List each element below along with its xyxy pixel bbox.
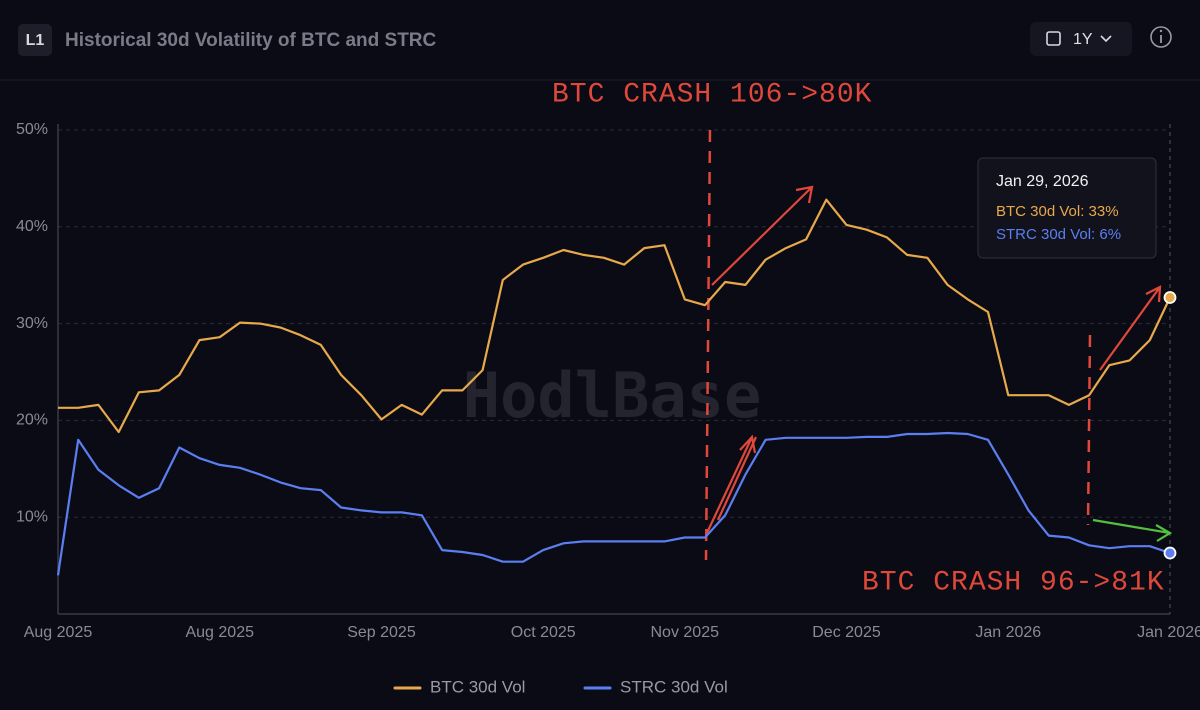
badge: L1 — [26, 32, 45, 49]
x-tick-label: Jan 2026 — [975, 624, 1041, 641]
tooltip — [977, 157, 1157, 259]
chevron — [1100, 35, 1112, 43]
y-tick-label: 30% — [16, 315, 48, 332]
calendar-icon — [1046, 31, 1061, 46]
event-line — [704, 129, 712, 561]
arrow — [1099, 285, 1162, 371]
y-tick-label: 20% — [16, 412, 48, 429]
watermark: HodlBase — [463, 359, 762, 432]
end-point — [1163, 291, 1177, 304]
plot: 10% 20% 30% 40% 50% Aug 2025 Aug 2025 Sep 2025 O… — [16, 121, 1200, 641]
x-tick-label: Dec 2025 — [812, 624, 881, 641]
tooltip-line: BTC 30d Vol: 33% — [996, 203, 1119, 220]
arrow — [705, 434, 757, 536]
arrow — [716, 436, 758, 521]
x-tick-label: Aug 2025 — [24, 624, 93, 641]
x-tick-label: Oct 2025 — [511, 624, 576, 641]
info-icon[interactable] — [1150, 26, 1172, 48]
arrow — [1092, 518, 1173, 542]
annotation: BTC CRASH 106->80K — [552, 79, 872, 110]
y-tick-label: 50% — [16, 121, 48, 138]
x-tick-label: Aug 2025 — [185, 624, 254, 641]
legend-label: BTC 30d Vol — [430, 677, 525, 696]
range-label: 1Y — [1073, 31, 1093, 48]
series-line — [56, 431, 1171, 576]
chart-title: Historical 30d Volatility of BTC and STR… — [65, 30, 437, 51]
x-tick-label: Sep 2025 — [347, 624, 416, 641]
tooltip-date: Jan 29, 2026 — [996, 173, 1089, 190]
arrows — [705, 185, 1162, 536]
info-icon-dot — [1159, 29, 1163, 33]
annotation: BTC CRASH 96->81K — [862, 567, 1165, 598]
badge-box — [18, 24, 52, 56]
tooltip-line: STRC 30d Vol: 6% — [996, 226, 1121, 243]
y-tick-label: 40% — [16, 218, 48, 235]
arrow — [711, 185, 814, 286]
event-line — [1086, 334, 1092, 526]
end-point — [1163, 546, 1177, 560]
series-line — [58, 198, 1171, 434]
x-tick-label: Jan 2026 — [1137, 624, 1200, 641]
x-tick-label: Nov 2025 — [651, 624, 720, 641]
legend-label: STRC 30d Vol — [620, 677, 728, 696]
range-button[interactable] — [1030, 22, 1132, 56]
y-tick-label: 10% — [16, 508, 48, 525]
